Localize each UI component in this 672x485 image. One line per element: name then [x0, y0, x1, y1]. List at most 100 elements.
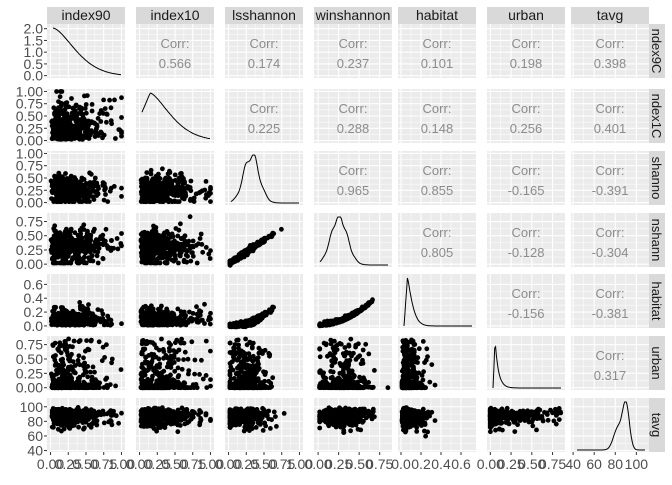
scatter-point	[94, 127, 99, 132]
scatter-point	[72, 195, 77, 200]
scatter-point	[228, 260, 233, 265]
scatter-point	[119, 115, 124, 120]
corr-label-urban-tavg: Corr:	[596, 348, 625, 363]
scatter-point	[208, 256, 213, 261]
scatter-point	[54, 192, 59, 197]
scatter-point	[60, 89, 65, 94]
scatter-point	[64, 184, 69, 189]
corr-label-index10-habitat: Corr:	[423, 101, 452, 116]
corr-value-winshannon-habitat: 0.805	[421, 245, 454, 260]
scatter-point	[145, 231, 150, 236]
corr-value-index90-habitat: 0.101	[421, 56, 454, 71]
scatter-point	[69, 322, 74, 327]
scatter-point	[87, 199, 92, 204]
scatter-point	[107, 98, 112, 103]
scatter-point	[77, 300, 82, 305]
scatter-point	[154, 225, 159, 230]
corr-label-index90-lsshannon: Corr:	[250, 36, 279, 51]
scatter-point	[69, 96, 74, 101]
row-strip-label-winshannon: nshann	[649, 219, 664, 262]
scatter-point	[109, 105, 114, 110]
scatter-point	[173, 173, 178, 178]
scatter-point	[101, 242, 106, 247]
scatter-point	[200, 250, 205, 255]
corr-value-index10-lsshannon: 0.225	[248, 121, 281, 136]
scatter-point	[237, 255, 242, 260]
scatter-point	[94, 193, 99, 198]
scatter-point	[208, 199, 213, 204]
scatter-point	[68, 261, 73, 266]
scatter-point	[207, 315, 212, 320]
scatter-point	[168, 198, 173, 203]
scatter-point	[143, 304, 148, 309]
scatter-point	[65, 115, 70, 120]
scatter-point	[56, 236, 61, 241]
scatter-point	[145, 181, 150, 186]
panel-urban-urban	[487, 336, 565, 390]
scatter-point	[55, 177, 60, 182]
scatter-point	[96, 116, 101, 121]
scatter-point	[100, 316, 105, 321]
scatter-point	[119, 321, 124, 326]
corr-label-index90-habitat: Corr:	[423, 36, 452, 51]
scatter-point	[64, 310, 69, 315]
row-strip-label-tavg: tavg	[649, 413, 664, 438]
scatter-point	[175, 199, 180, 204]
scatter-point	[54, 118, 59, 123]
scatter-point	[145, 323, 150, 328]
scatter-point	[370, 297, 375, 302]
scatter-point	[119, 95, 124, 100]
scatter-point	[109, 322, 114, 327]
corr-value-index90-tavg: 0.398	[594, 56, 627, 71]
scatter-point	[84, 126, 89, 131]
corr-value-lsshannon-urban: -0.165	[508, 183, 545, 198]
scatter-point	[52, 234, 57, 239]
scatter-point	[178, 191, 183, 196]
scatter-point	[62, 232, 67, 237]
scatter-point	[60, 308, 65, 313]
scatter-point	[184, 253, 189, 258]
scatter-point	[100, 183, 105, 188]
scatter-point	[72, 190, 77, 195]
scatter-point	[208, 322, 213, 327]
scatter-point	[104, 120, 109, 125]
scatter-point	[91, 365, 96, 370]
scatter-point	[161, 254, 166, 259]
scatter-point	[168, 319, 173, 324]
scatter-point	[188, 259, 193, 264]
scatter-point	[244, 319, 249, 324]
scatter-point	[118, 241, 123, 246]
panel-index90-index90	[47, 24, 125, 78]
col-strip-label-index90: index90	[61, 7, 110, 23]
scatter-point	[175, 234, 180, 239]
scatter-point	[251, 320, 256, 325]
panel-winshannon-winshannon	[314, 213, 392, 267]
scatter-point	[244, 250, 249, 255]
scatter-point	[198, 236, 203, 241]
scatter-point	[81, 259, 86, 264]
scatter-point	[327, 321, 332, 326]
scatter-point	[167, 176, 172, 181]
scatter-point	[181, 247, 186, 252]
scatter-point	[264, 311, 269, 316]
scatter-point	[90, 109, 95, 114]
scatter-point	[150, 178, 155, 183]
scatter-point	[89, 128, 94, 133]
scatter-point	[80, 137, 85, 142]
corr-label-habitat-urban: Corr:	[512, 286, 541, 301]
panel-habitat-habitat	[398, 274, 476, 328]
scatter-point	[56, 99, 61, 104]
scatter-point	[228, 324, 233, 329]
scatter-point	[171, 193, 176, 198]
scatter-point	[204, 179, 209, 184]
scatter-point	[334, 321, 339, 326]
scatter-point	[55, 128, 60, 133]
scatter-point	[141, 234, 146, 239]
scatter-point	[94, 189, 99, 194]
scatter-point	[148, 310, 153, 315]
scatter-point	[77, 255, 82, 260]
scatter-point	[83, 322, 88, 327]
scatter-point	[180, 175, 185, 180]
scatter-point	[64, 126, 69, 131]
